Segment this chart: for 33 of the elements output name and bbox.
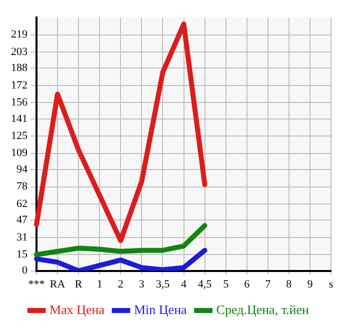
- x-tick-label: 2: [118, 278, 124, 290]
- legend-label: Min Цена: [134, 302, 188, 317]
- y-tick-label: 47: [16, 214, 28, 226]
- legend-label: Сред.Цена, т.йен: [216, 302, 310, 317]
- x-tick-label: s: [328, 278, 334, 290]
- x-tick-label: 8: [286, 278, 292, 290]
- y-tick-label: 156: [11, 96, 28, 109]
- y-tick-label: 141: [11, 112, 28, 125]
- x-tick-label: 3: [138, 278, 145, 290]
- x-tick-label: 3,5: [156, 278, 170, 290]
- x-tick-label: 4,5: [198, 278, 212, 290]
- y-tick-label: 31: [16, 231, 28, 244]
- y-tick-label: 188: [11, 62, 28, 74]
- y-tick-label: 62: [16, 198, 28, 210]
- x-tick-label: 4: [181, 278, 187, 290]
- y-tick-label: 219: [11, 28, 28, 41]
- x-tick-label: 1: [96, 278, 102, 290]
- y-tick-label: 78: [16, 180, 28, 193]
- y-tick-label: 125: [11, 130, 28, 142]
- x-tick-label: R: [74, 278, 83, 290]
- y-tick-label: 94: [16, 163, 28, 176]
- x-tick-label: RA: [50, 278, 66, 290]
- y-tick-label: 203: [11, 46, 28, 58]
- x-tick-label: 6: [244, 278, 250, 290]
- x-tick-label: 5: [223, 278, 230, 290]
- legend-label: Max Цена: [50, 302, 105, 317]
- y-tick-label: 172: [11, 79, 28, 92]
- y-tick-label: 109: [11, 147, 28, 160]
- y-tick-label: 15: [16, 248, 28, 261]
- x-tick-label: 7: [265, 278, 272, 290]
- x-tick-label: ***: [28, 278, 45, 290]
- x-tick-label: 9: [307, 278, 314, 290]
- y-tick-label: 0: [22, 264, 28, 277]
